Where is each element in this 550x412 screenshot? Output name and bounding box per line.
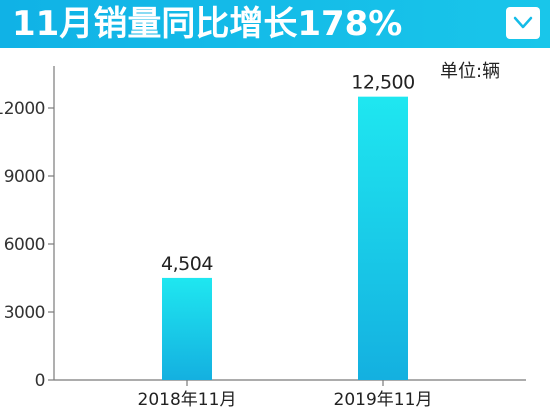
y-tick-label: 0 (35, 371, 45, 391)
unit-label: 单位:辆 (440, 61, 501, 82)
title-bar: 11月销量同比增长178% (0, 0, 550, 48)
y-tick-label: 12000 (0, 99, 45, 119)
x-tick-label: 2019年11月 (334, 390, 433, 410)
dropdown-button[interactable] (506, 7, 540, 39)
x-tick-label: 2018年11月 (138, 390, 237, 410)
page-title: 11月销量同比增长178% (12, 4, 403, 44)
chevron-down-icon (513, 16, 533, 29)
data-label: 4,504 (161, 253, 213, 275)
bar (162, 277, 212, 380)
data-label: 12,500 (351, 72, 414, 94)
y-tick-label: 6000 (4, 235, 45, 255)
y-tick-label: 3000 (4, 303, 45, 323)
bar (358, 96, 408, 381)
y-tick-label: 9000 (4, 167, 45, 187)
